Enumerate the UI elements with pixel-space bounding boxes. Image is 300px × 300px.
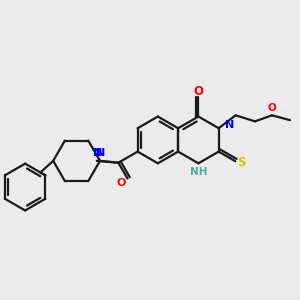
Text: N: N [93, 148, 102, 158]
Text: N: N [225, 120, 234, 130]
Text: S: S [237, 156, 245, 169]
Text: NH: NH [190, 167, 208, 177]
Text: O: O [117, 178, 126, 188]
Text: O: O [194, 85, 204, 98]
Text: O: O [268, 103, 277, 113]
Text: N: N [96, 148, 105, 158]
